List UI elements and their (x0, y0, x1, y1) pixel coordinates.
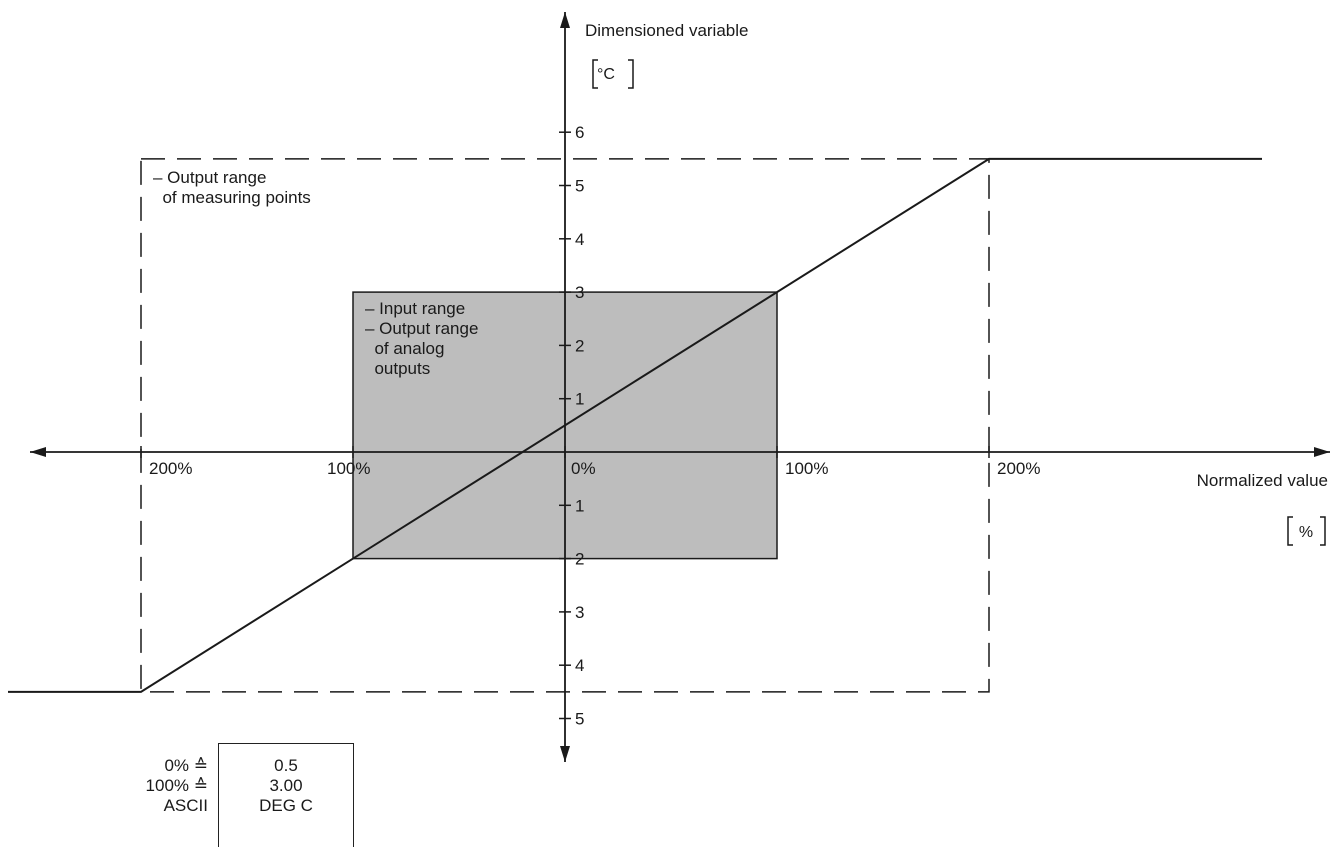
output-range-label-1: of measuring points (153, 188, 311, 207)
x-tick-label-4: 200% (997, 459, 1040, 478)
table-label-0: 0% ≙ (164, 756, 208, 775)
y-axis-arrow-bottom (560, 746, 570, 762)
axes-layer (30, 12, 1330, 762)
x-unit-label: % (1299, 524, 1313, 541)
value-table-box (218, 743, 354, 847)
x-unit-brackets (1287, 516, 1326, 546)
y-tick-label-lower-1: 2 (575, 550, 584, 569)
y-tick-label-lower-4: 5 (575, 710, 584, 729)
y-tick-label-lower-0: 1 (575, 496, 584, 515)
y-tick-label-upper-5: 1 (575, 390, 584, 409)
y-tick-label-upper-4: 2 (575, 336, 584, 355)
series-line-0 (8, 157, 1262, 693)
y-tick-label-upper-1: 5 (575, 177, 584, 196)
y-tick-label-lower-3: 4 (575, 656, 584, 675)
x-tick-label-1: 100% (327, 459, 370, 478)
x-tick-label-2: 0% (571, 459, 596, 478)
y-tick-label-upper-3: 3 (575, 283, 584, 302)
y-tick-label-upper-0: 6 (575, 123, 584, 142)
x-axis-arrow-right (1314, 447, 1330, 457)
labels-layer: – Input range– Output range of analog ou… (149, 21, 1328, 729)
series-layer (8, 157, 1262, 693)
x-tick-label-0: 200% (149, 459, 192, 478)
table-value-2: DEG C (259, 796, 313, 815)
x-tick-label-3: 100% (785, 459, 828, 478)
input-range-label-2: of analog (365, 339, 444, 358)
table-label-1: 100% ≙ (145, 776, 208, 795)
y-tick-label-upper-2: 4 (575, 230, 584, 249)
y-axis-arrow-top (560, 12, 570, 28)
y-tick-label-lower-2: 3 (575, 603, 584, 622)
x-axis-title: Normalized value (1197, 471, 1328, 490)
table-value-1: 3.00 (269, 776, 303, 795)
table-label-2: ASCII (163, 796, 208, 815)
y-axis-title: Dimensioned variable (585, 21, 748, 40)
input-range-label-3: outputs (365, 359, 430, 378)
y-unit-brackets (592, 59, 634, 89)
input-range-label-0: – Input range (365, 299, 465, 318)
input-range-label-1: – Output range (365, 319, 478, 338)
output-range-label-0: – Output range (153, 168, 266, 187)
y-unit-label: °C (597, 66, 615, 83)
x-axis-arrow-left (30, 447, 46, 457)
table-value-0: 0.5 (274, 756, 298, 775)
